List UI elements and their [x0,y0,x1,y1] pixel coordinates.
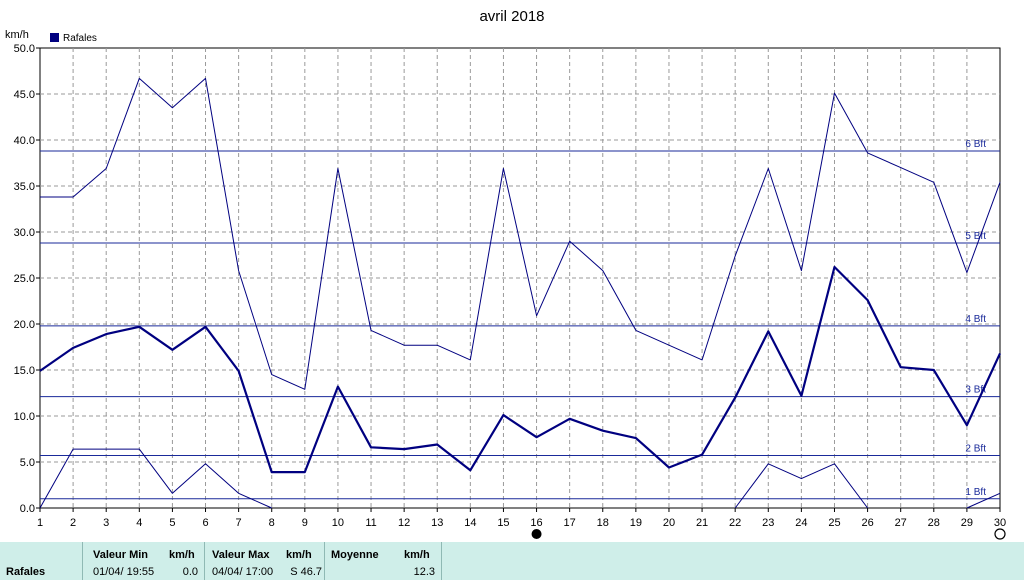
x-tick-label: 27 [895,517,907,529]
x-tick-label: 5 [169,517,175,529]
min-datetime: 01/04/ 19:55 [93,566,155,578]
stats-footer: Rafales Valeur Min km/h 01/04/ 19:55 0.0… [0,542,1024,580]
y-tick-label: 30.0 [14,227,35,239]
series-line-max [40,77,1001,390]
series-line-min [966,492,1001,509]
avg-unit: km/h [404,549,430,561]
y-tick-label: 0.0 [20,503,35,515]
beaufort-label: 6 Bft [965,139,986,150]
footer-row-label: Rafales [6,566,46,578]
max-datetime: 04/04/ 17:00 [212,566,274,578]
x-tick-label: 30 [994,517,1006,529]
x-tick-label: 14 [464,517,476,529]
x-tick-label: 28 [928,517,940,529]
y-tick-label: 20.0 [14,319,35,331]
beaufort-label: 2 Bft [965,444,986,455]
x-tick-label: 22 [729,517,741,529]
series-line-mean [39,265,1001,474]
x-tick-label: 16 [530,517,542,529]
min-header: Valeur Min [93,549,149,561]
footer-divider [324,542,325,580]
y-tick-label: 10.0 [14,411,35,423]
full-moon-icon [531,529,542,539]
max-header: Valeur Max [212,549,270,561]
beaufort-label: 4 Bft [965,314,986,325]
x-tick-label: 29 [961,517,973,529]
y-unit-label: km/h [5,29,29,41]
x-tick-label: 7 [236,517,242,529]
y-tick-label: 45.0 [14,89,35,101]
avg-header: Moyenne [331,549,379,561]
beaufort-label: 3 Bft [965,385,986,396]
series-line-min [39,448,272,509]
x-tick-label: 13 [431,517,443,529]
beaufort-label: 5 Bft [965,231,986,242]
x-tick-label: 18 [597,517,609,529]
footer-divider [204,542,205,580]
max-unit: km/h [286,549,312,561]
gust-chart: avril 2018 km/h Rafales 0.0 5.0 10.0 15.0 20.0 2… [5,8,1006,540]
x-tick-label: 9 [302,517,308,529]
x-tick-label: 4 [136,517,142,529]
x-tick-label: 1 [37,517,43,529]
y-tick-label: 40.0 [14,135,35,147]
y-tick-label: 35.0 [14,181,35,193]
y-tick-label: 5.0 [20,457,35,469]
min-value: 0.0 [182,566,198,578]
x-tick-label: 6 [202,517,208,529]
avg-value: 12.3 [413,566,435,578]
y-tick-label: 15.0 [14,365,35,377]
x-tick-label: 10 [332,517,344,529]
legend-label: Rafales [63,33,97,44]
new-moon-icon [994,528,1006,540]
y-tick-label: 25.0 [14,273,35,285]
x-tick-label: 21 [696,517,708,529]
x-tick-label: 3 [103,517,109,529]
series-line-min [734,463,869,509]
chart-title: avril 2018 [479,8,544,25]
x-tick-label: 24 [795,517,807,529]
x-tick-label: 11 [365,517,376,529]
x-tick-label: 20 [663,517,675,529]
x-tick-label: 19 [630,517,642,529]
footer-divider [441,542,442,580]
x-tick-label: 12 [398,517,410,529]
x-tick-label: 23 [762,517,774,529]
x-tick-label: 15 [497,517,509,529]
beaufort-label: 1 Bft [965,487,986,498]
x-tick-label: 8 [269,517,275,529]
min-unit: km/h [169,549,195,561]
y-tick-label: 50.0 [14,43,35,55]
footer-divider [82,542,83,580]
max-value: S 46.7 [290,566,322,578]
x-tick-label: 25 [828,517,840,529]
x-tick-label: 2 [70,517,76,529]
x-tick-label: 26 [861,517,873,529]
x-tick-label: 17 [564,517,576,529]
legend-swatch [50,33,59,42]
